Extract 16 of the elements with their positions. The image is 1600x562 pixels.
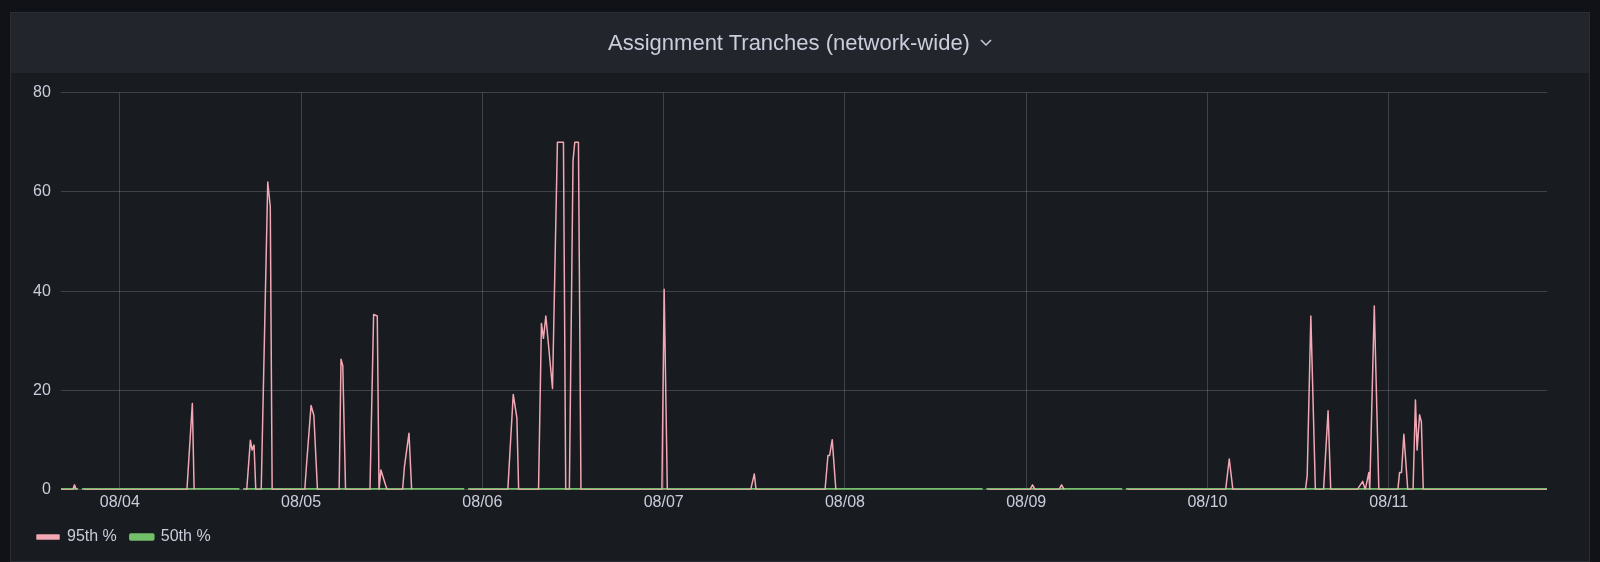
- y-tick-label: 40: [33, 281, 51, 299]
- legend-label: 50th %: [160, 527, 211, 545]
- x-tick-label: 08/09: [1006, 492, 1047, 510]
- chart-title: Assignment Tranches (network-wide): [608, 30, 970, 56]
- y-tick-label: 0: [41, 480, 51, 498]
- x-tick-label: 08/07: [643, 492, 684, 510]
- x-tick-label: 08/08: [824, 492, 866, 510]
- x-tick-label: 08/10: [1187, 492, 1228, 510]
- x-tick-label: 08/11: [1369, 492, 1409, 510]
- legend-label: 95th %: [67, 527, 117, 545]
- y-tick-label: 60: [33, 182, 51, 200]
- y-tick-label: 20: [33, 380, 51, 398]
- x-tick-label: 08/05: [281, 492, 322, 510]
- x-tick-label: 08/04: [99, 492, 140, 510]
- y-tick-label: 80: [33, 83, 51, 101]
- x-tick-label: 08/06: [462, 492, 503, 510]
